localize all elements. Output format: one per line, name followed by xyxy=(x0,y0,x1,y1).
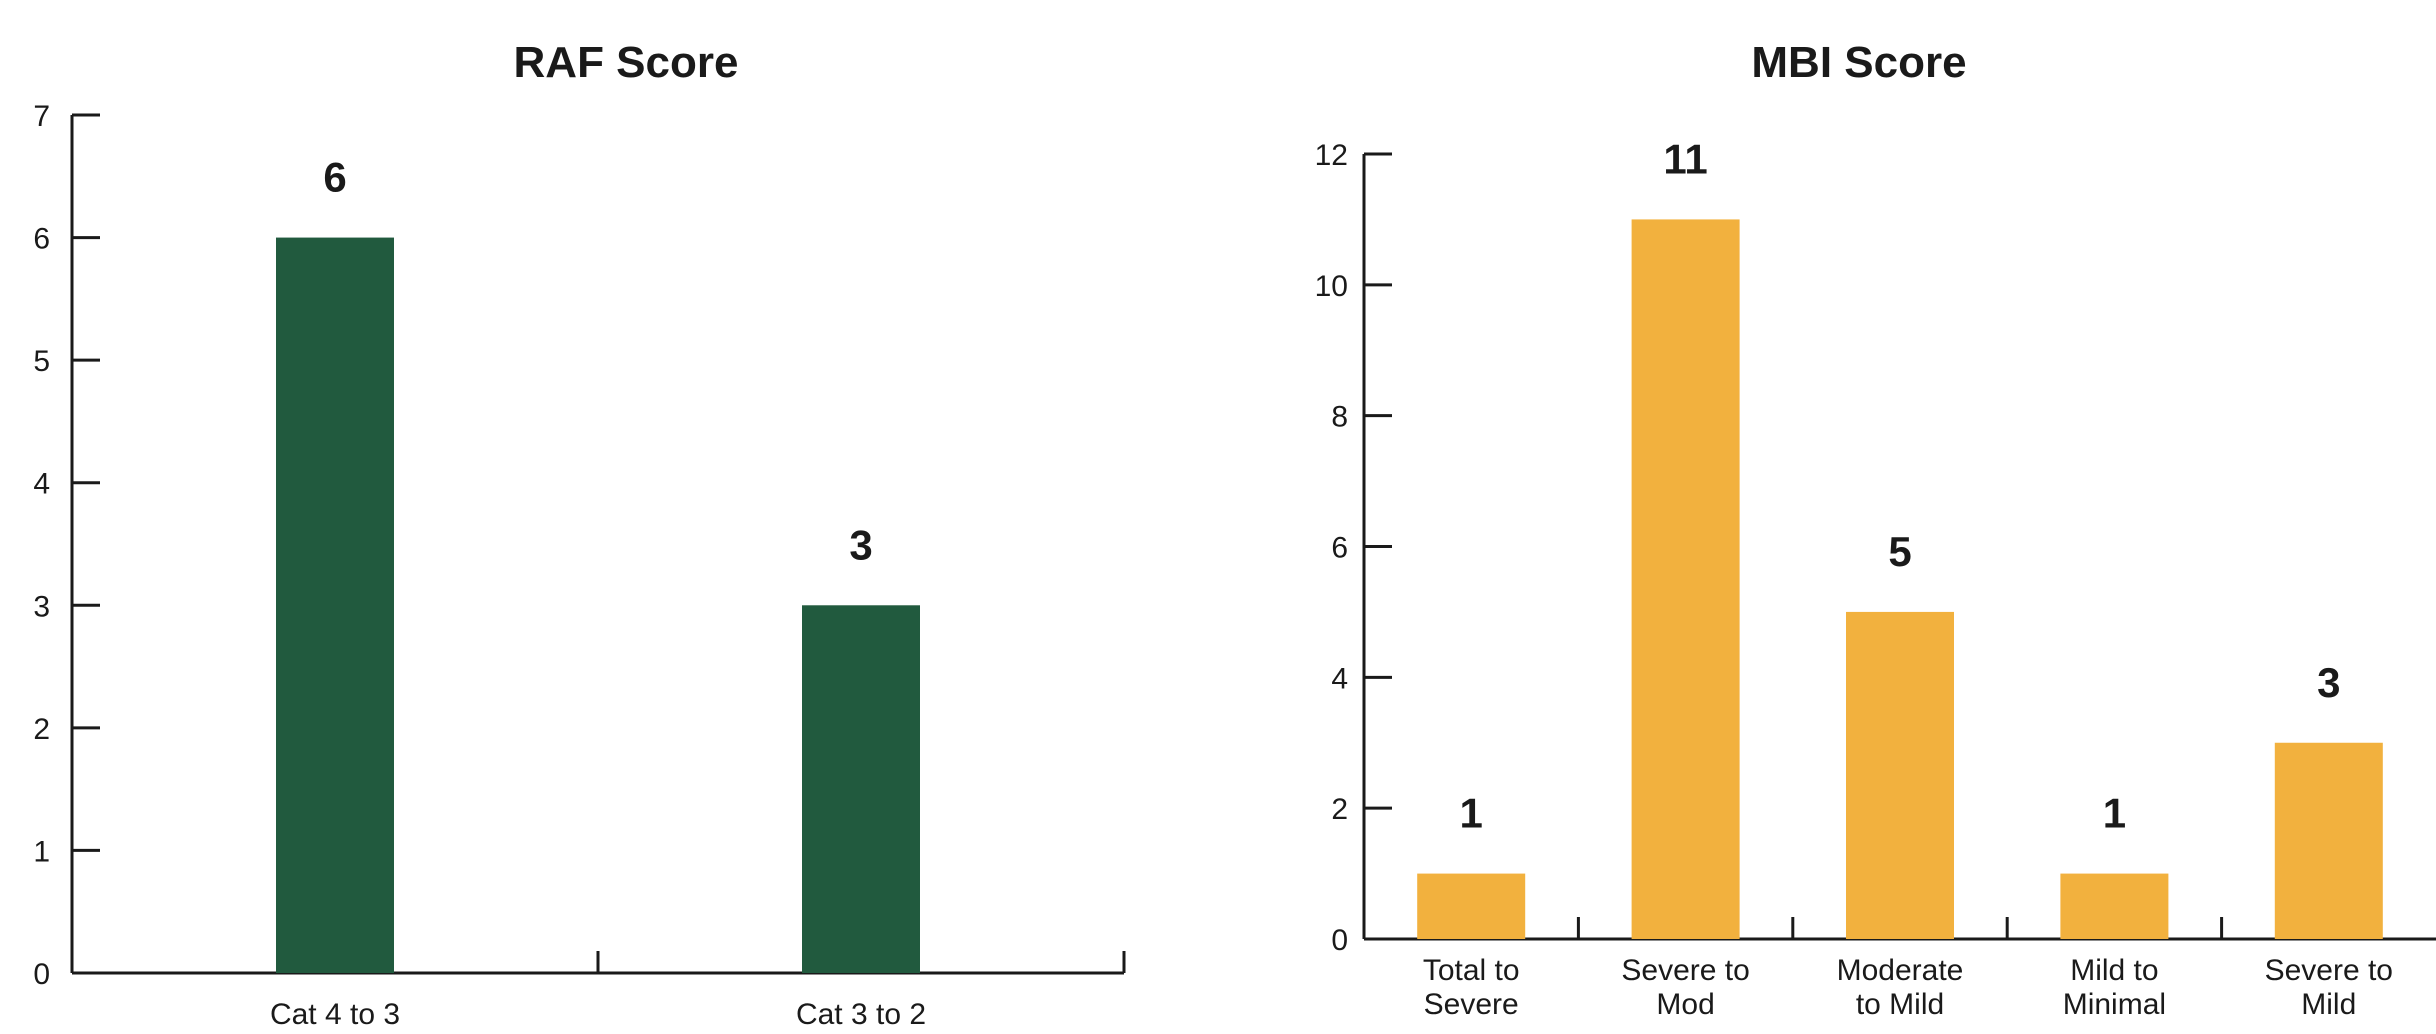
raf-y-tick-label: 5 xyxy=(33,345,50,378)
mbi-y-tick-label: 2 xyxy=(1331,793,1348,826)
mbi-chart-title: MBI Score xyxy=(1751,38,1966,87)
raf-category-label: Cat 4 to 3 xyxy=(270,998,400,1031)
raf-y-tick-label: 1 xyxy=(33,835,50,868)
raf-bar xyxy=(802,605,920,973)
mbi-bar xyxy=(1417,873,1526,939)
raf-y-tick-label: 3 xyxy=(33,590,50,623)
raf-data-label: 3 xyxy=(849,521,872,568)
mbi-category-label: Mild to Minimal xyxy=(2063,954,2166,1021)
raf-score-chart: RAF Score 0 1 2 3 4 5 6 7 6 Cat 4 to 3 3 Cat 3 to 2 xyxy=(33,38,1126,1031)
mbi-y-tick-label: 6 xyxy=(1331,532,1348,565)
mbi-category-label: Severe to Mod xyxy=(1621,954,1749,1021)
mbi-y-tick-label: 12 xyxy=(1315,139,1348,172)
mbi-bar xyxy=(2060,873,2169,939)
raf-data-label: 6 xyxy=(323,154,346,201)
mbi-data-label: 1 xyxy=(2103,790,2126,837)
mbi-category-label: Severe to Mild xyxy=(2265,954,2393,1021)
mbi-data-label: 3 xyxy=(2317,659,2340,706)
raf-y-tick-label: 6 xyxy=(33,223,50,256)
mbi-category-label: Total to Severe xyxy=(1423,954,1520,1021)
raf-y-tick-label: 4 xyxy=(33,468,50,501)
mbi-bar xyxy=(2274,742,2383,939)
mbi-bar xyxy=(1631,219,1740,939)
mbi-y-tick-label: 10 xyxy=(1315,270,1348,303)
mbi-data-label: 5 xyxy=(1888,528,1911,575)
raf-y-tick-label: 2 xyxy=(33,713,50,746)
mbi-score-chart: MBI Score 0 2 4 6 8 10 12 1 Total to Severe 11 Seve… xyxy=(1315,38,2436,1021)
raf-y-tick-label: 0 xyxy=(33,958,50,991)
mbi-y-tick-label: 0 xyxy=(1331,924,1348,957)
mbi-y-tick-label: 4 xyxy=(1331,662,1348,695)
raf-chart-title: RAF Score xyxy=(514,38,739,87)
mbi-data-label: 1 xyxy=(1460,790,1483,837)
mbi-category-label: Moderate to Mild xyxy=(1837,954,1964,1021)
raf-y-tick-label: 7 xyxy=(33,100,50,133)
mbi-data-label: 11 xyxy=(1663,135,1707,182)
raf-category-label: Cat 3 to 2 xyxy=(796,998,926,1031)
mbi-bar xyxy=(1846,611,1954,939)
mbi-y-tick-label: 8 xyxy=(1331,401,1348,434)
raf-bar xyxy=(276,237,394,974)
